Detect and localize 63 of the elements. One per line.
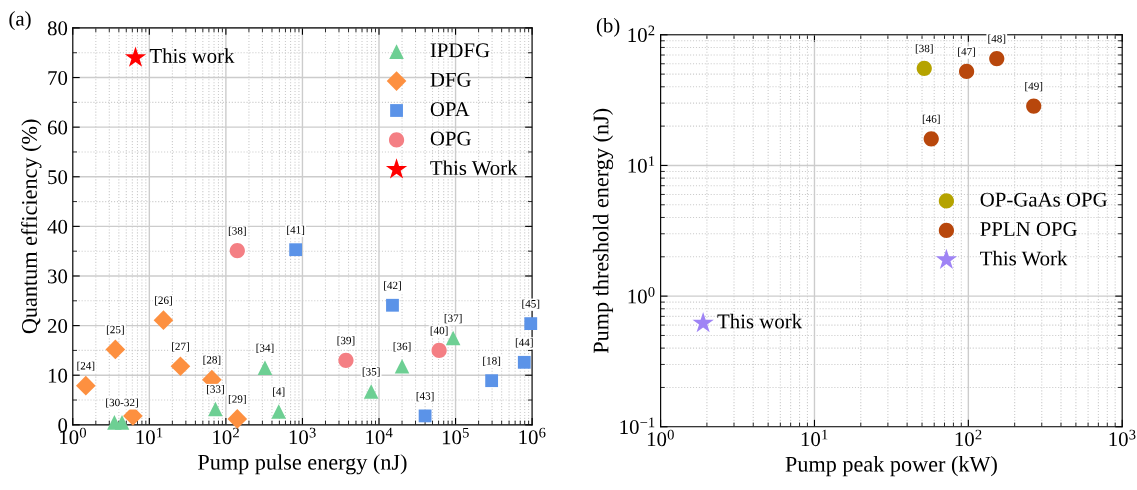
annotation: [37] [444, 314, 462, 324]
y-tick-label: 10$^{0}$ [628, 286, 655, 304]
legend-label: OPG [430, 131, 471, 146]
annotation: [34] [256, 343, 274, 354]
annotation: This work [149, 48, 235, 63]
x-tick-label: 10$^{1}$ [136, 427, 163, 445]
x-tick-label: 10$^{4}$ [366, 427, 393, 445]
y-tick-label: 70 [48, 70, 68, 85]
annotation: [49] [1025, 82, 1043, 92]
annotation: [48] [988, 34, 1006, 44]
annotation: [35] [362, 367, 380, 377]
legend-label: This Work [980, 250, 1068, 266]
y-tick-label: 20 [47, 318, 68, 334]
y-tick-label: 10 [48, 368, 68, 383]
annotation: [27] [172, 342, 189, 352]
x-tick-label: 10$^{5}$ [442, 427, 469, 445]
annotation: [41] [287, 225, 305, 235]
annotation: [25] [106, 325, 124, 335]
annotation: [24] [77, 361, 95, 371]
x-axis-title: Pump peak power (kW) [785, 456, 997, 477]
annotation: [38] [228, 226, 246, 236]
y-tick-label: 50 [48, 170, 68, 185]
annotation: [4] [273, 387, 285, 397]
annotation: [18] [483, 356, 501, 366]
x-tick-label: 10$^{2}$ [213, 427, 239, 445]
legend-label: DFG [430, 72, 471, 87]
annotation: [28] [203, 355, 221, 365]
annotation: [39] [337, 336, 355, 346]
annotation: This work [717, 313, 803, 329]
x-tick-label: 10$^{3}$ [1109, 429, 1136, 447]
legend-label: OPA [430, 102, 470, 117]
chart-title: (a) [9, 11, 31, 30]
annotation: [43] [416, 391, 434, 402]
legend-label: OP-GaAs OPG [980, 192, 1107, 207]
y-tick-label: 10$^{2}$ [628, 25, 655, 43]
y-axis-title: Pump threshold energy (nJ) [592, 108, 614, 354]
annotation: [46] [922, 114, 940, 125]
y-tick-label: 30 [48, 269, 68, 284]
x-tick-label: 10$^{2}$ [955, 429, 982, 447]
annotation: [36] [393, 342, 411, 352]
legend-label: This Work [430, 160, 518, 176]
chart-title: (b) [596, 17, 620, 37]
annotation: [30-32] [106, 398, 138, 408]
x-tick-label: 10$^{6}$ [519, 427, 546, 445]
y-axis-title: Quantum efficiency (%) [21, 119, 42, 334]
legend-label: IPDFG [430, 43, 490, 58]
annotation: [47] [958, 47, 976, 57]
annotation: [40] [430, 326, 448, 336]
annotation: [33] [206, 384, 224, 395]
x-axis-title: Pump pulse energy (nJ) [198, 454, 407, 475]
y-tick-label: 40 [47, 219, 68, 234]
annotation: [38] [915, 44, 933, 54]
annotation: [44] [515, 338, 533, 348]
y-tick-label: 80 [47, 21, 68, 36]
y-tick-label: 60 [47, 120, 68, 135]
annotation: [26] [155, 296, 172, 306]
x-tick-label: 10$^{1}$ [801, 429, 828, 447]
annotation: [29] [228, 394, 246, 405]
y-tick-label: 10$^{1}$ [628, 156, 655, 173]
annotation: [45] [522, 299, 540, 309]
x-tick-label: 10$^{3}$ [289, 427, 316, 445]
annotation: [42] [384, 281, 401, 291]
legend-label: PPLN OPG [980, 222, 1077, 237]
